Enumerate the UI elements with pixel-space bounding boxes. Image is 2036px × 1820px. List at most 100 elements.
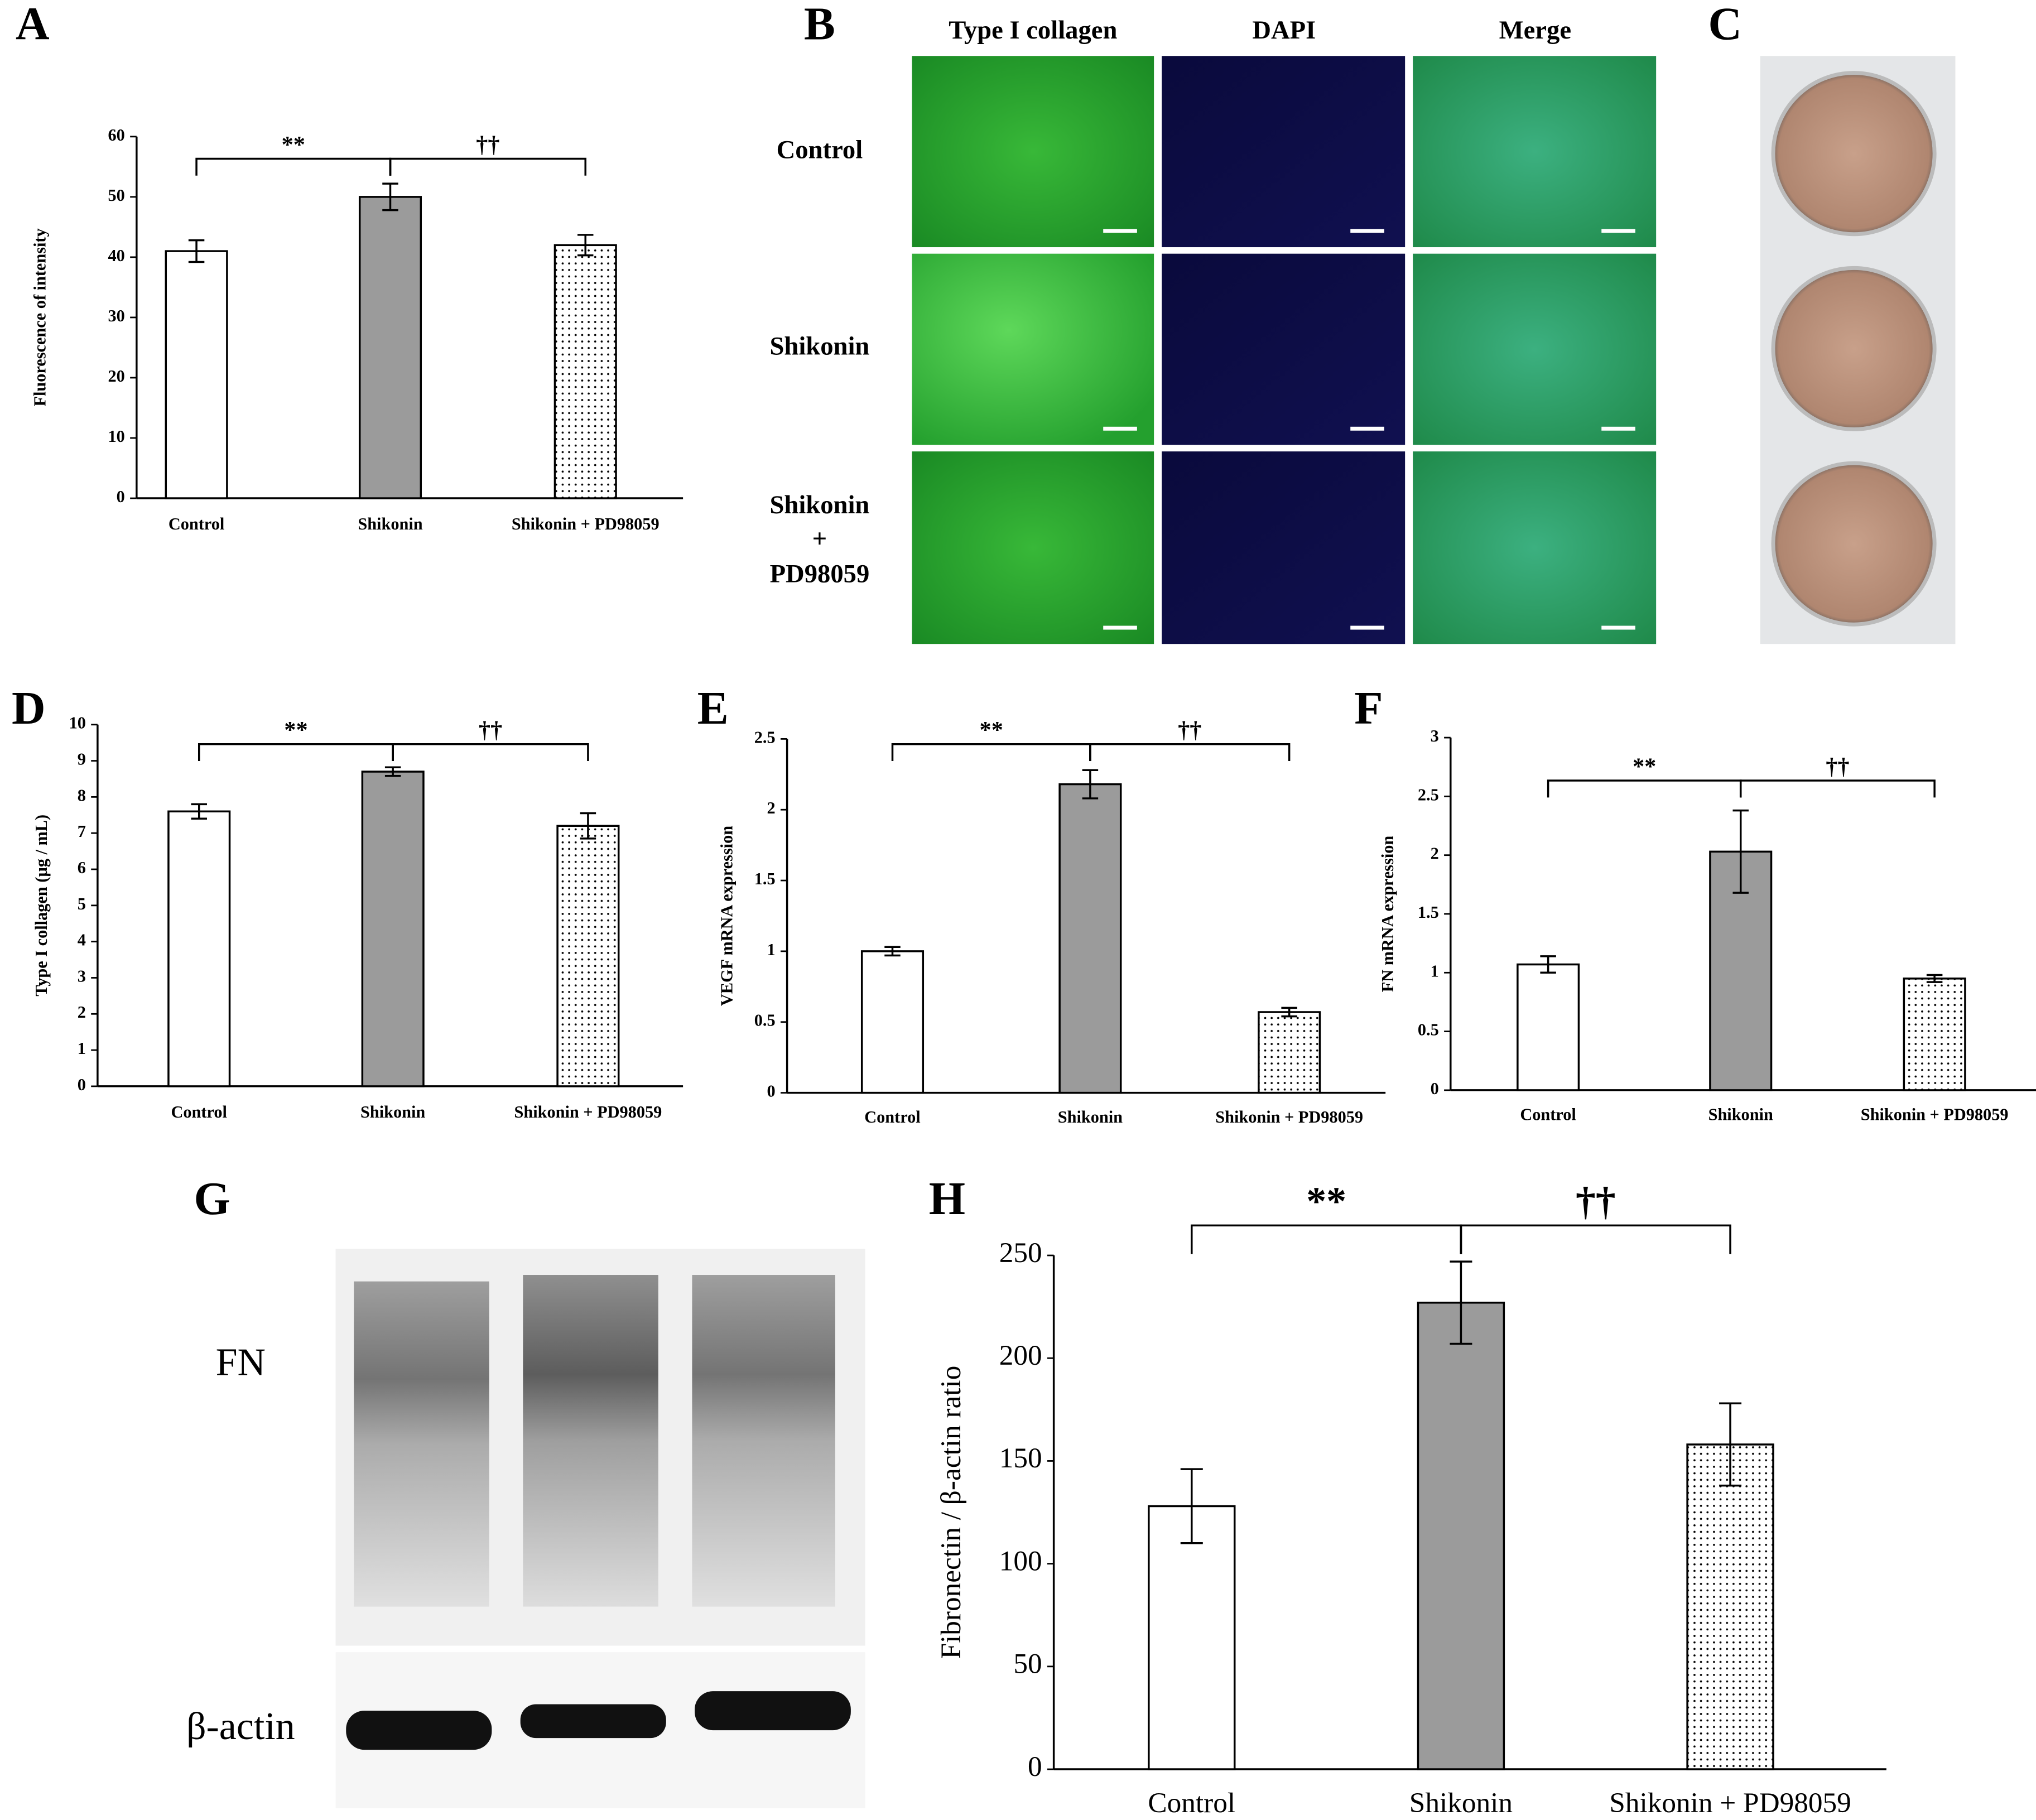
y-tick-label: 1	[1431, 961, 1439, 980]
error-bar	[191, 803, 207, 820]
y-tick-label: 2	[767, 798, 775, 817]
y-tick-label: 0.5	[1418, 1020, 1439, 1039]
error-bar	[1719, 1402, 1742, 1487]
y-axis-label: FN mRNA expression	[1378, 836, 1397, 993]
error-bar	[580, 812, 596, 840]
micrograph	[912, 451, 1154, 644]
significance-label: **	[282, 132, 305, 158]
y-tick-label: 9	[78, 750, 86, 769]
column-header: DAPI	[1252, 16, 1316, 45]
band-label: FN	[216, 1341, 266, 1384]
error-bar	[382, 182, 398, 211]
column-header: Type I collagen	[949, 16, 1117, 45]
significance-label: ††	[1178, 717, 1201, 743]
y-tick-label: 0	[1028, 1751, 1042, 1783]
x-tick-label: Shikonin + PD98059	[512, 514, 660, 533]
micrograph	[1162, 253, 1406, 445]
significance-label: **	[1633, 754, 1656, 780]
y-tick-label: 40	[108, 246, 125, 265]
x-tick-label: Shikonin	[1058, 1108, 1123, 1126]
error-bar	[1450, 1260, 1472, 1345]
bar	[165, 250, 228, 499]
bar	[1058, 783, 1122, 1094]
y-tick-label: 1	[78, 1039, 86, 1058]
x-tick-label: Shikonin + PD98059	[1861, 1105, 2009, 1124]
y-tick-label: 250	[999, 1237, 1042, 1269]
y-tick-label: 20	[108, 367, 125, 386]
panel-letter: G	[194, 1173, 230, 1225]
y-axis-label: Fibronectin / β-actin ratio	[935, 1366, 967, 1659]
y-tick-label: 2	[1431, 844, 1439, 863]
y-tick-label: 6	[78, 858, 86, 877]
error-bar	[188, 239, 205, 263]
panel-letter: A	[16, 0, 50, 50]
micrograph	[1413, 56, 1657, 248]
blot-band	[695, 1691, 851, 1731]
y-tick-label: 0	[78, 1075, 86, 1094]
bar	[1417, 1302, 1505, 1770]
x-tick-label: Shikonin	[360, 1102, 425, 1121]
significance-bracket	[1191, 1224, 1462, 1254]
row-label: +	[812, 524, 827, 553]
bar	[1517, 963, 1580, 1091]
panel-letter: B	[804, 0, 835, 50]
blot-band	[520, 1704, 666, 1739]
row-label: PD98059	[770, 560, 870, 589]
well	[1771, 461, 1937, 627]
y-tick-label: 3	[1431, 726, 1439, 745]
error-bar	[1082, 769, 1099, 800]
micrograph	[1162, 56, 1406, 248]
panel-letter: F	[1354, 682, 1383, 734]
significance-label: ††	[479, 717, 502, 743]
y-tick-label: 1.5	[754, 869, 776, 888]
x-tick-label: Shikonin	[1708, 1105, 1773, 1124]
y-axis-label: Type I collagen (µg / mL)	[32, 815, 51, 996]
bar	[1148, 1505, 1236, 1770]
y-tick-label: 200	[999, 1340, 1042, 1371]
bar	[1903, 978, 1966, 1091]
y-axis-label: Fluorescence of intensity	[31, 228, 50, 406]
significance-bracket	[891, 743, 1091, 762]
error-bar	[1540, 955, 1556, 974]
y-tick-label: 2.5	[754, 728, 776, 747]
panel-letter: H	[929, 1173, 965, 1225]
significance-bracket	[1089, 743, 1291, 762]
bar	[1258, 1011, 1321, 1094]
x-tick-label: Control	[864, 1108, 920, 1126]
micrograph	[1162, 451, 1406, 644]
row-label: Shikonin	[769, 332, 869, 361]
y-tick-label: 4	[78, 931, 86, 950]
y-tick-label: 8	[78, 786, 86, 805]
panel-letter: D	[12, 682, 46, 734]
y-tick-label: 100	[999, 1545, 1042, 1577]
significance-label: ††	[1576, 1179, 1616, 1224]
y-tick-label: 0.5	[754, 1011, 776, 1030]
y-tick-label: 3	[78, 966, 86, 985]
blot-lane	[692, 1275, 835, 1607]
significance-bracket	[198, 743, 394, 762]
significance-bracket	[195, 157, 392, 176]
blot-lane	[354, 1281, 489, 1607]
y-tick-label: 0	[767, 1082, 775, 1101]
y-tick-label: 5	[78, 894, 86, 913]
micrograph	[1413, 253, 1657, 445]
micrograph	[912, 253, 1154, 445]
x-tick-label: Shikonin	[1409, 1787, 1513, 1819]
significance-label: **	[1306, 1179, 1346, 1224]
y-tick-label: 10	[108, 427, 125, 446]
column-header: Merge	[1499, 16, 1571, 45]
bar	[1686, 1443, 1774, 1770]
x-tick-label: Control	[171, 1102, 227, 1121]
error-bar	[1281, 1007, 1297, 1018]
well	[1771, 266, 1937, 431]
significance-bracket	[389, 157, 586, 176]
x-tick-label: Control	[169, 514, 224, 533]
panel-letter: C	[1708, 0, 1742, 50]
y-axis-label: VEGF mRNA expression	[718, 826, 737, 1006]
significance-label: ††	[1826, 754, 1849, 780]
error-bar	[384, 766, 401, 777]
y-tick-label: 1	[767, 940, 775, 959]
blot-lane	[523, 1275, 658, 1607]
bar	[361, 771, 425, 1087]
